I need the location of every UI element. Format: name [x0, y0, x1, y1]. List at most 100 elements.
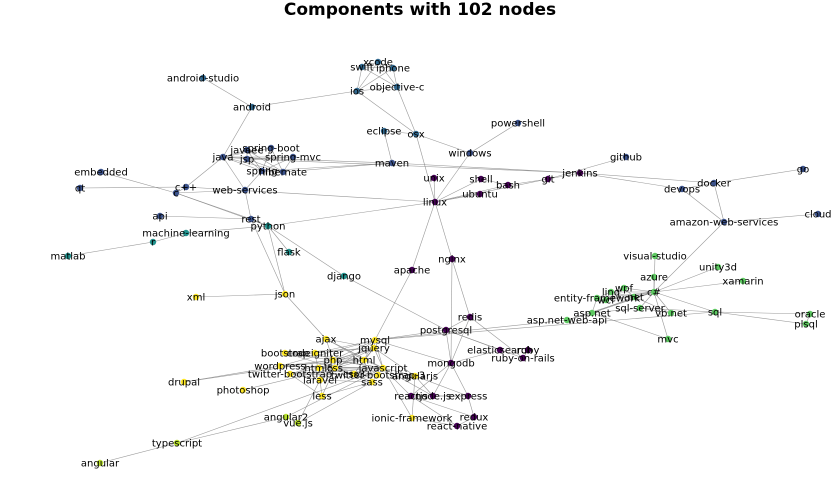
- node-label-unix: unix: [423, 174, 444, 185]
- edge-swift--iphone: [361, 66, 394, 69]
- node-wpf: [620, 284, 628, 292]
- edge-ios--objective-c: [356, 86, 398, 92]
- edge-html--css: [334, 359, 365, 369]
- node-php: [329, 356, 337, 364]
- edge-reactjs--react-native: [410, 395, 458, 427]
- edge-eclipse--maven: [383, 130, 393, 164]
- edge-iphone--objective-c: [392, 67, 398, 88]
- edge-unity3d--c#: [653, 266, 719, 293]
- edge-java--spring: [222, 156, 263, 172]
- node-label-jsp: jsp: [239, 155, 254, 166]
- edge-html--javascript: [363, 359, 384, 369]
- node-label-codeigniter: codeigniter: [287, 349, 344, 360]
- node-label-javaee: javaee: [229, 146, 263, 157]
- edge-javascript--typescript: [176, 367, 384, 444]
- edge-git--jenkins: [547, 172, 581, 180]
- node-elasticsearch: [496, 346, 504, 354]
- edge-java--c++: [185, 156, 224, 188]
- node-ios: [353, 87, 361, 95]
- node-label-bash: bash: [496, 181, 520, 192]
- node-label-devops: devops: [664, 185, 700, 196]
- node-jsp: [243, 155, 251, 163]
- edge-python--django: [267, 225, 345, 277]
- node-label-photoshop: photoshop: [217, 386, 270, 397]
- edge-python--json: [267, 225, 286, 295]
- edge-mongodb--reactjs: [410, 362, 452, 397]
- edge-shell--linux: [434, 178, 482, 203]
- edge-java--javaee: [222, 149, 248, 158]
- node-oracle: [806, 310, 814, 318]
- edge-.net--wcf: [605, 296, 635, 301]
- node-label-windows: windows: [448, 149, 491, 160]
- node-bootstrap: [281, 349, 289, 357]
- node-angular: [96, 459, 104, 467]
- node-label-c: c: [173, 189, 179, 200]
- node-express: [464, 392, 472, 400]
- node-label-r: r: [151, 238, 156, 249]
- node-osx: [412, 130, 420, 138]
- node-api: [156, 212, 164, 220]
- edge-amazon-web-services--cloud: [723, 213, 819, 223]
- node-label-powershell: powershell: [491, 119, 545, 130]
- edge-django--postgresql: [343, 275, 447, 331]
- edge-codeigniter--php: [314, 352, 334, 361]
- node-label-spring-mvc: spring-mvc: [265, 153, 321, 164]
- node-ruby-on-rails: [519, 354, 527, 362]
- node-label-unity3d: unity3d: [699, 263, 737, 274]
- node-apache: [408, 266, 416, 274]
- node-jquery: [370, 344, 378, 352]
- graph-title: Components with 102 nodes: [283, 0, 557, 20]
- edge-mysql--javascript: [374, 339, 384, 369]
- node-label-amazon-web-services: amazon-web-services: [670, 218, 779, 229]
- node-layer: [64, 58, 822, 467]
- node-label-jquery: jquery: [357, 344, 390, 355]
- node-django: [340, 272, 348, 280]
- edge-bash--linux: [434, 184, 509, 203]
- edge-linux--apache: [411, 201, 436, 271]
- edge-spring--spring-boot: [261, 147, 272, 172]
- node-label-ios: ios: [350, 87, 364, 98]
- node-spring-mvc: [289, 153, 297, 161]
- node-label-oracle: oracle: [795, 310, 826, 321]
- node-label-flask: flask: [277, 248, 301, 259]
- node-typescript: [173, 439, 181, 447]
- edge-osx--eclipse: [383, 130, 417, 135]
- node-label-spring: spring: [246, 167, 277, 178]
- edge-objective-c--osx: [396, 86, 417, 135]
- node-label-iphone: iphone: [376, 64, 410, 75]
- node-sql-server: [636, 304, 644, 312]
- node-label-asp.net: asp.net: [573, 309, 610, 320]
- node-label-matlab: matlab: [50, 252, 85, 263]
- node-css: [331, 364, 339, 372]
- node-c#: [650, 288, 658, 296]
- node-reactjs: [407, 392, 415, 400]
- node-powershell: [514, 119, 522, 127]
- edge-javascript--angularjs: [382, 367, 416, 377]
- edge-powershell--windows: [469, 122, 519, 154]
- edge-web-services--spring: [244, 170, 263, 191]
- node-windows: [466, 149, 474, 157]
- edge-laravel--sass: [319, 379, 373, 383]
- edge-bash--git: [507, 178, 549, 186]
- node-sql: [711, 308, 719, 316]
- edge-sql-server--sql: [639, 307, 716, 313]
- node-postgresql: [442, 326, 450, 334]
- node-qt: [76, 184, 84, 192]
- node-ajax: [322, 335, 330, 343]
- node-objective-c: [393, 83, 401, 91]
- node-label-bootstrap: bootstrap: [261, 349, 309, 360]
- edge-redis--mongodb: [450, 316, 471, 364]
- node-label-wcf: wcf: [597, 296, 615, 307]
- node-label-sql: sql: [708, 308, 722, 319]
- node-cloud: [814, 210, 822, 218]
- node-label-javascript: javascript: [358, 364, 408, 375]
- edge-web-services--rest: [244, 189, 252, 220]
- edge-angularjs--express: [414, 375, 469, 397]
- node-label-apache: apache: [394, 266, 431, 277]
- edge-amazon-web-services--c#: [653, 221, 725, 293]
- node-javaee: [243, 146, 251, 154]
- node-android-studio: [199, 74, 207, 82]
- node-label-json: json: [274, 290, 295, 301]
- edge-c--rest: [175, 192, 252, 220]
- node-label-drupal: drupal: [168, 378, 200, 389]
